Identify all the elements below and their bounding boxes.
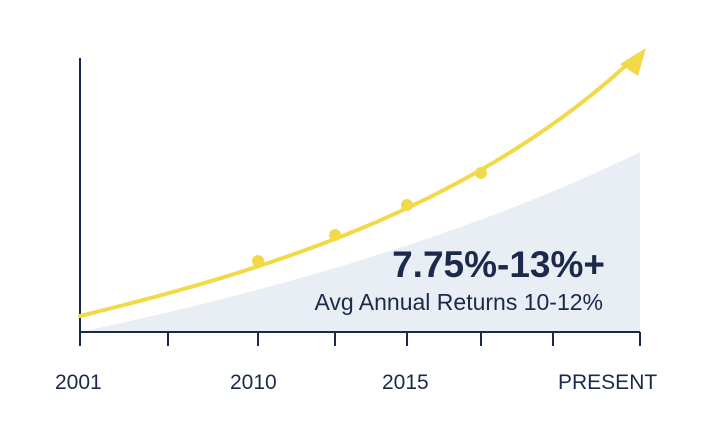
data-point bbox=[475, 167, 487, 179]
x-tick-label: 2001 bbox=[55, 371, 102, 394]
data-point bbox=[401, 199, 413, 211]
data-point bbox=[329, 229, 341, 241]
returns-headline: 7.75%-13%+ bbox=[392, 244, 605, 285]
data-points bbox=[252, 167, 487, 267]
growth-line bbox=[78, 58, 634, 318]
arrow-head-icon bbox=[620, 48, 646, 76]
returns-subline: Avg Annual Returns 10-12% bbox=[314, 289, 603, 315]
x-tick-label: 2010 bbox=[230, 371, 277, 394]
data-point bbox=[252, 255, 264, 267]
area-series bbox=[80, 152, 640, 332]
x-axis-ticks bbox=[79, 332, 641, 346]
x-tick-label: PRESENT bbox=[558, 371, 657, 394]
x-tick-label: 2015 bbox=[382, 371, 429, 394]
